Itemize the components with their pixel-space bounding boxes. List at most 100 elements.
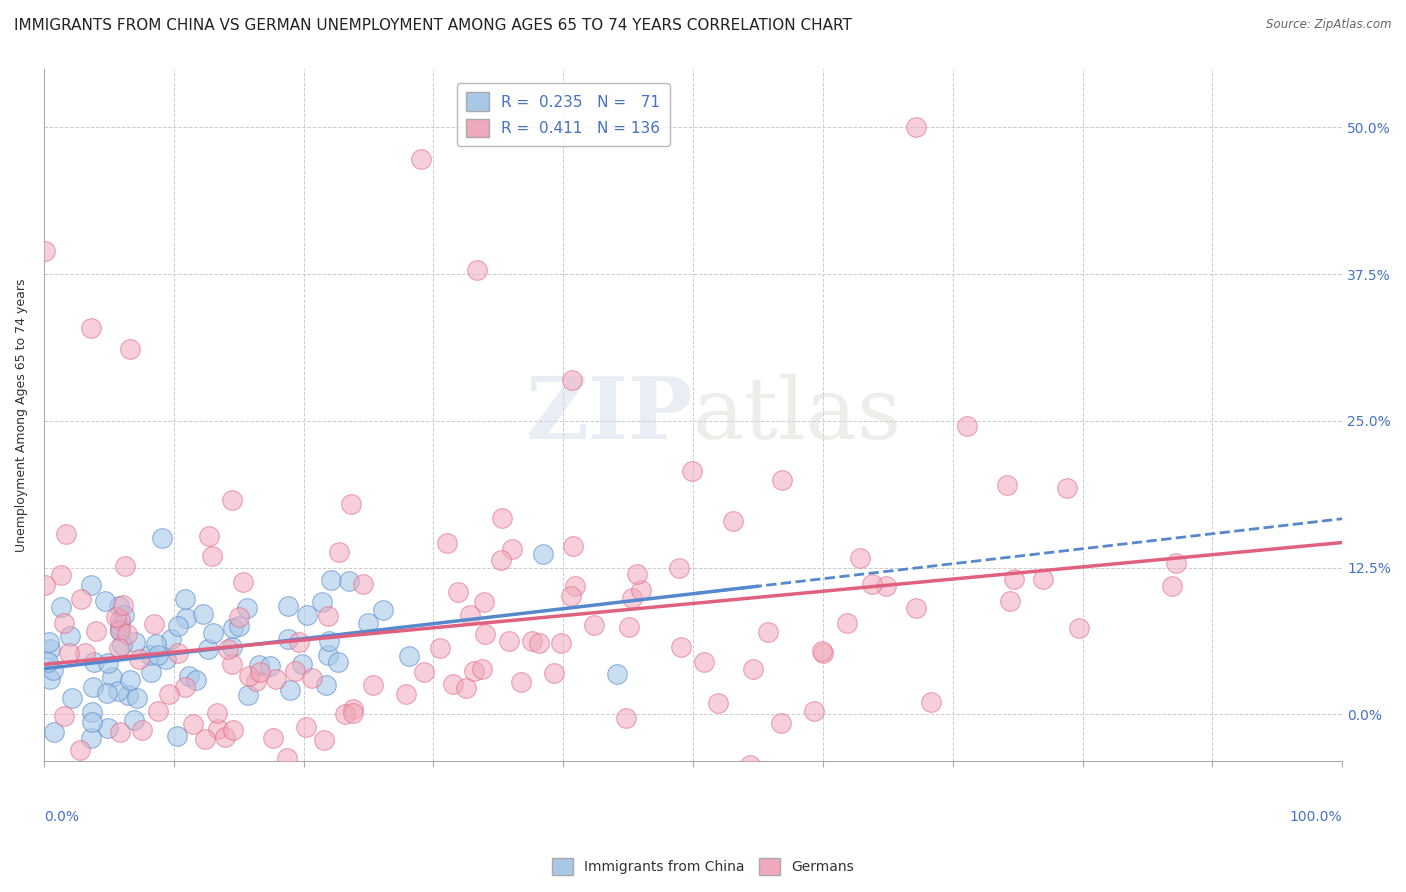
Legend: R =  0.235   N =   71, R =  0.411   N = 136: R = 0.235 N = 71, R = 0.411 N = 136 <box>457 83 669 146</box>
Point <box>66 766 89 780</box>
Point <box>247 657 270 672</box>
Point <box>139 665 162 679</box>
Point <box>37 655 59 669</box>
Point <box>118 342 141 356</box>
Point <box>38 766 60 780</box>
Point <box>197 642 219 657</box>
Point <box>53 615 76 630</box>
Point <box>38 672 60 686</box>
Point <box>905 120 928 135</box>
Point <box>108 641 131 656</box>
Point <box>409 152 432 166</box>
Point <box>148 648 170 662</box>
Point <box>681 464 703 478</box>
Point <box>264 673 287 687</box>
Point <box>238 669 260 683</box>
Point <box>357 615 380 630</box>
Point <box>166 729 188 743</box>
Point <box>80 714 103 729</box>
Point <box>49 567 72 582</box>
Point <box>107 683 129 698</box>
Point <box>184 766 207 780</box>
Point <box>84 624 107 639</box>
Point <box>73 646 96 660</box>
Point <box>100 670 122 684</box>
Point <box>301 671 323 685</box>
Point <box>315 766 337 780</box>
Point <box>58 646 80 660</box>
Point <box>174 592 197 607</box>
Point <box>467 263 489 277</box>
Point <box>295 720 318 734</box>
Point <box>318 608 340 623</box>
Point <box>284 665 307 679</box>
Point <box>413 665 436 679</box>
Point <box>150 531 173 545</box>
Point <box>398 649 420 664</box>
Point <box>120 673 142 687</box>
Point <box>669 640 692 655</box>
Point <box>186 673 208 687</box>
Point <box>155 652 177 666</box>
Point <box>668 561 690 575</box>
Point <box>42 725 65 739</box>
Point <box>157 687 180 701</box>
Point <box>561 539 583 553</box>
Text: 100.0%: 100.0% <box>1289 810 1343 824</box>
Point <box>52 709 75 723</box>
Point <box>614 711 637 725</box>
Point <box>97 721 120 735</box>
Point <box>80 578 103 592</box>
Point <box>249 665 271 679</box>
Point <box>194 732 217 747</box>
Point <box>55 527 77 541</box>
Point <box>122 714 145 728</box>
Point <box>1161 578 1184 592</box>
Point <box>259 659 281 673</box>
Point <box>205 706 228 720</box>
Point <box>463 664 485 678</box>
Point <box>108 725 131 739</box>
Point <box>108 624 131 638</box>
Point <box>83 655 105 669</box>
Point <box>501 541 523 556</box>
Point <box>108 599 131 614</box>
Point <box>38 635 60 649</box>
Point <box>328 655 350 669</box>
Point <box>128 651 150 665</box>
Point <box>531 547 554 561</box>
Point <box>38 766 60 780</box>
Point <box>148 704 170 718</box>
Point <box>105 609 128 624</box>
Point <box>561 373 583 387</box>
Point <box>115 626 138 640</box>
Point <box>502 766 524 780</box>
Point <box>201 626 224 640</box>
Point <box>295 607 318 622</box>
Point <box>560 590 582 604</box>
Point <box>80 766 103 780</box>
Point <box>626 567 648 582</box>
Point <box>436 536 458 550</box>
Point <box>920 695 942 709</box>
Point <box>108 618 131 632</box>
Point <box>472 594 495 608</box>
Point <box>758 625 780 640</box>
Point <box>228 619 250 633</box>
Point <box>69 592 91 607</box>
Point <box>80 705 103 719</box>
Point <box>287 634 309 648</box>
Point <box>510 675 533 690</box>
Point <box>395 687 418 701</box>
Point <box>38 642 60 657</box>
Point <box>458 607 481 622</box>
Point <box>630 582 652 597</box>
Point <box>328 545 350 559</box>
Point <box>186 766 208 780</box>
Point <box>474 626 496 640</box>
Point <box>221 621 243 635</box>
Point <box>1002 572 1025 586</box>
Point <box>312 733 335 747</box>
Point <box>291 657 314 672</box>
Point <box>904 600 927 615</box>
